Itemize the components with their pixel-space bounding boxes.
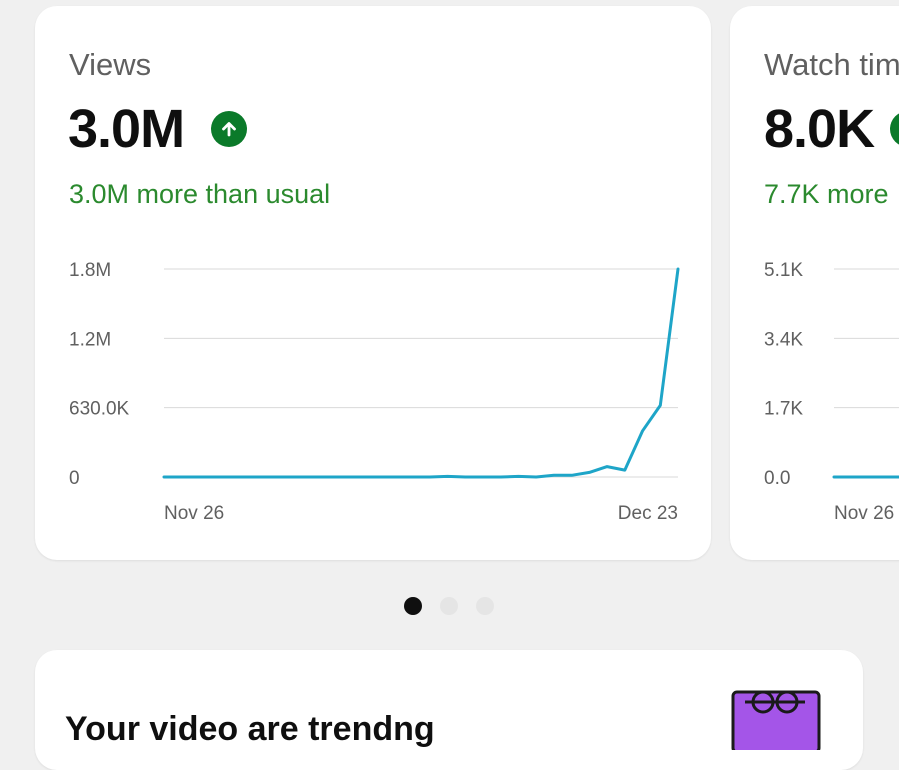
y-tick-label: 5.1K [764,260,803,281]
x-tick-label: Dec 23 [618,503,678,524]
views-value: 3.0M [68,99,185,159]
watch-time-chart: 0.0 1.7K 3.4K 5.1K Nov 26 [764,260,899,524]
views-card[interactable]: Views 3.0M 3.0M more than usual 0 630.0K 1… [35,6,711,560]
pagination-dot[interactable] [404,597,422,615]
y-tick-label: 1.7K [764,399,803,420]
watch-time-card-title: Watch tim [764,47,899,82]
trending-card[interactable]: Your video are trendng [35,650,863,770]
pagination-dot[interactable] [440,597,458,615]
watch-time-comparison: 7.7K more [764,179,889,209]
megaphone-illustration-icon [731,690,821,750]
arrow-up-icon [890,111,899,147]
pagination-dot[interactable] [476,597,494,615]
series-line [162,267,680,479]
watch-time-card[interactable]: Watch tim 8.0K 7.7K more 0.0 1.7K 3.4K 5.1K… [730,6,899,560]
carousel-pagination [404,597,494,615]
y-tick-label: 1.8M [69,260,111,281]
y-tick-label: 1.2M [69,329,111,350]
y-tick-label: 0.0 [764,468,790,489]
y-tick-label: 3.4K [764,329,803,350]
watch-time-value: 8.0K [764,99,875,159]
y-tick-label: 0 [69,468,80,489]
x-tick-label: Nov 26 [834,503,894,524]
x-tick-label: Nov 26 [164,503,224,524]
views-card-title: Views [69,47,152,82]
views-chart: 0 630.0K 1.2M 1.8M Nov 26 Dec 23 [69,260,680,524]
y-tick-label: 630.0K [69,399,130,420]
views-comparison: 3.0M more than usual [69,179,331,209]
arrow-up-icon [211,111,247,147]
trending-card-title: Your video are trendng [65,710,435,748]
